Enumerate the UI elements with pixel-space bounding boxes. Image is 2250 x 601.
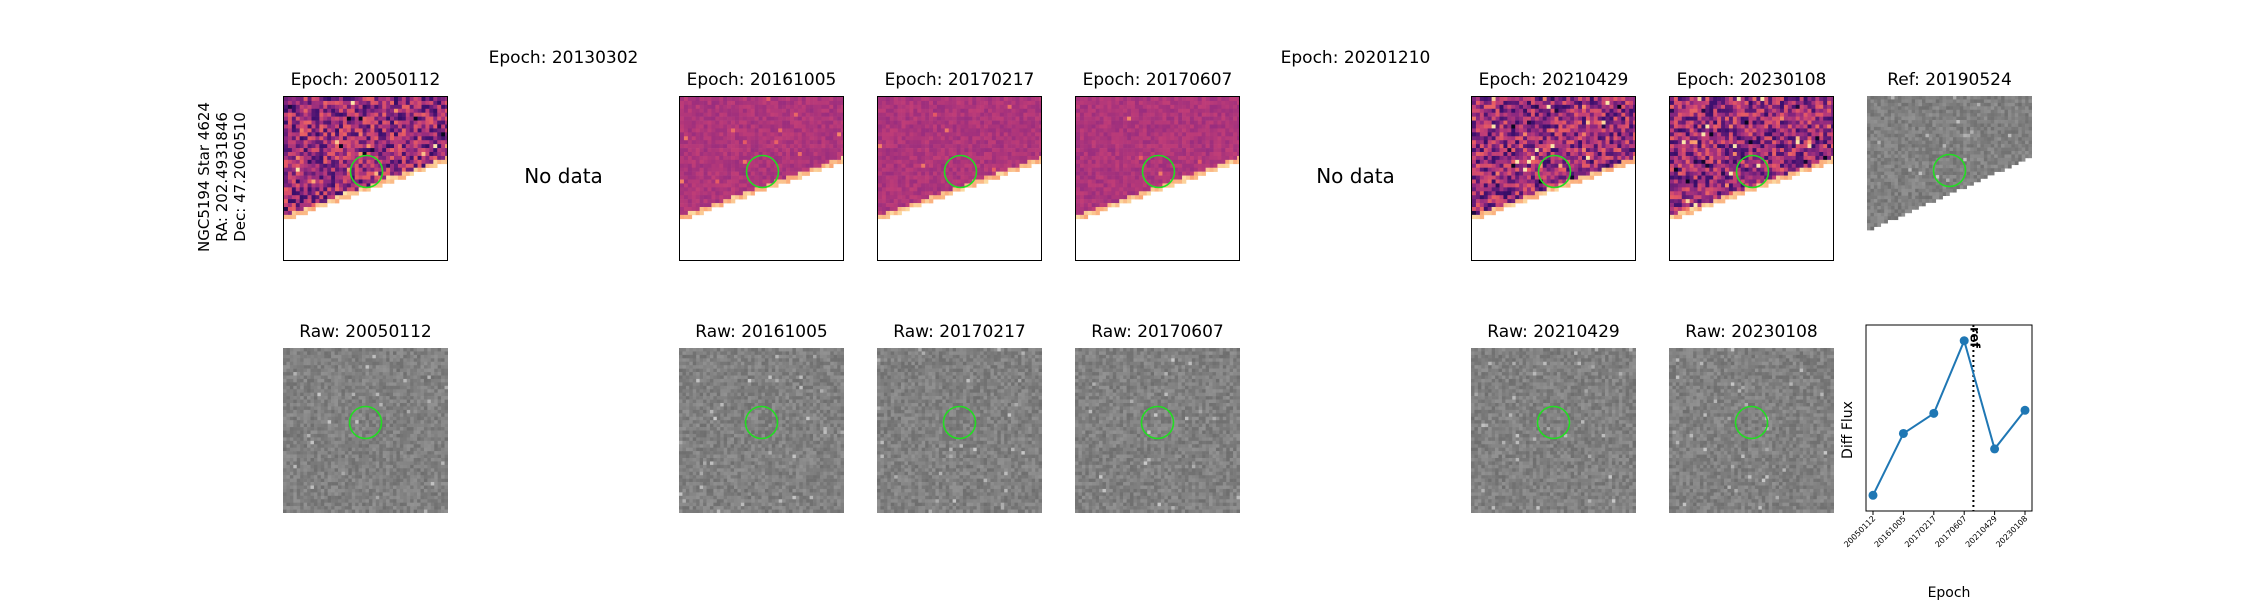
epoch-title-6: Epoch: 20210429 — [1479, 70, 1629, 90]
epoch-title-0: Epoch: 20050112 — [291, 70, 441, 90]
raw-title-5: Raw: 20230108 — [1685, 322, 1818, 342]
flux-point — [1869, 491, 1878, 500]
flux-point — [2021, 406, 2030, 415]
flux-point — [1960, 336, 1969, 345]
flux-point — [1990, 444, 1999, 453]
ref-line-label: ref — [1966, 327, 1981, 348]
raw-title-4: Raw: 20210429 — [1487, 322, 1620, 342]
raw-title-1: Raw: 20161005 — [695, 322, 828, 342]
target-label: NGC5194 Star 4624 RA: 202.4931846 Dec: 4… — [195, 102, 249, 252]
raw-image-panel — [1669, 348, 1834, 513]
target-dec: Dec: 47.2060510 — [231, 102, 249, 252]
difference-image-pixels — [1076, 97, 1240, 219]
raw-image-panel — [877, 348, 1042, 513]
difference-image-pixels — [680, 97, 844, 219]
x-axis-label: Epoch — [1928, 585, 1971, 601]
x-tick-label: 20170217 — [1903, 514, 1938, 549]
difference-image-panel — [1075, 96, 1240, 261]
x-tick-label: 20230108 — [1994, 514, 2029, 549]
x-tick-label: 20050112 — [1842, 514, 1877, 549]
epoch-title-1: Epoch: 20130302 — [489, 48, 639, 68]
x-tick-label: 20170607 — [1933, 514, 1968, 549]
raw-image-pixels — [877, 348, 1042, 513]
difference-image-pixels — [1670, 97, 1834, 219]
epoch-title-4: Epoch: 20170607 — [1083, 70, 1233, 90]
target-ra: RA: 202.4931846 — [213, 102, 231, 252]
epoch-title-2: Epoch: 20161005 — [687, 70, 837, 90]
flux-series-line — [1873, 341, 2025, 496]
no-data-label: No data — [1316, 164, 1395, 188]
x-tick-label: 20161005 — [1873, 514, 1908, 549]
raw-title-0: Raw: 20050112 — [299, 322, 432, 342]
raw-image-pixels — [679, 348, 844, 513]
epoch-title-8: Ref: 20190524 — [1887, 70, 2012, 90]
difference-image-pixels — [284, 97, 448, 219]
reference-image-panel — [1867, 96, 2032, 261]
difference-image-panel — [877, 96, 1042, 261]
raw-title-2: Raw: 20170217 — [893, 322, 1026, 342]
raw-image-pixels — [1471, 348, 1636, 513]
raw-image-panel — [1471, 348, 1636, 513]
difference-image-panel — [283, 96, 448, 261]
lightcurve-plot: ref2005011220161005201702172017060720210… — [1866, 325, 2032, 511]
raw-image-pixels — [283, 348, 448, 513]
epoch-title-3: Epoch: 20170217 — [885, 70, 1035, 90]
raw-image-pixels — [1075, 348, 1240, 513]
raw-image-pixels — [1669, 348, 1834, 513]
difference-image-pixels — [878, 97, 1042, 219]
epoch-title-7: Epoch: 20230108 — [1677, 70, 1827, 90]
difference-image-panel — [679, 96, 844, 261]
difference-image-panel — [1669, 96, 1834, 261]
axes-frame — [1866, 325, 2032, 511]
difference-image-panel — [1471, 96, 1636, 261]
flux-point — [1929, 409, 1938, 418]
raw-image-pixels — [1867, 96, 2032, 230]
y-axis-label: Diff Flux — [1840, 401, 1856, 459]
target-name: NGC5194 Star 4624 — [195, 102, 213, 252]
x-tick-label: 20210429 — [1964, 514, 1999, 549]
raw-image-panel — [679, 348, 844, 513]
raw-image-panel — [283, 348, 448, 513]
no-data-label: No data — [524, 164, 603, 188]
difference-image-pixels — [1472, 97, 1636, 219]
raw-title-3: Raw: 20170607 — [1091, 322, 1224, 342]
epoch-title-5: Epoch: 20201210 — [1281, 48, 1431, 68]
raw-image-panel — [1075, 348, 1240, 513]
flux-point — [1899, 429, 1908, 438]
